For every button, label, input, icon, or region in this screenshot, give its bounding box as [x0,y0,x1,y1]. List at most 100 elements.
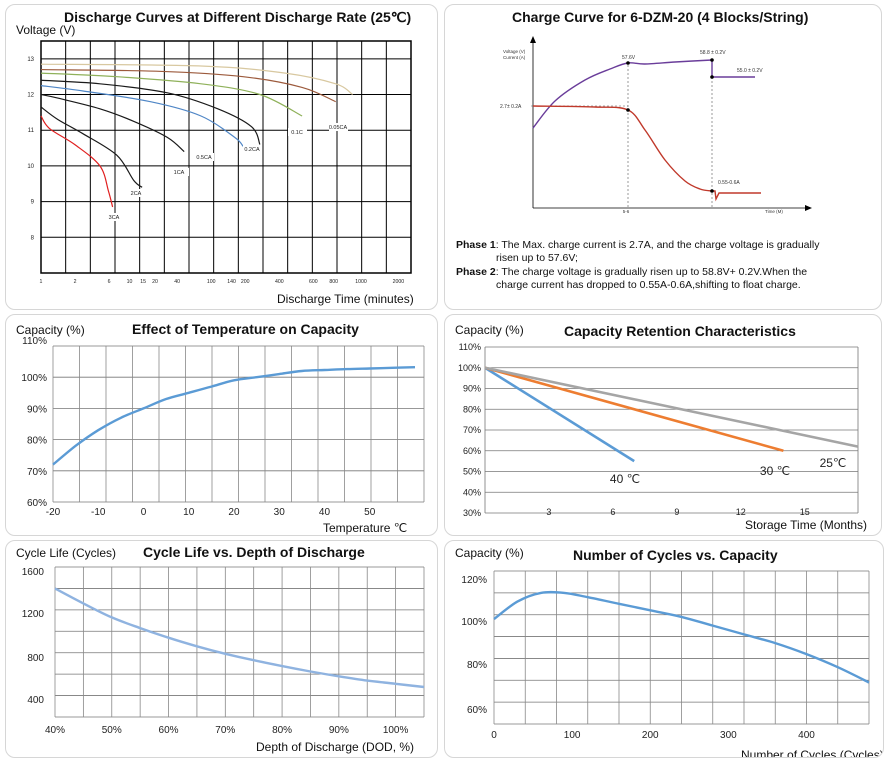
discharge-x-tick: 400 [275,279,284,285]
retention-x-tick: 15 [800,507,810,517]
charge-point-27 [626,108,630,112]
retention-y-tick: 90% [463,384,481,394]
retention-x-label: Storage Time (Months) [745,518,868,532]
charge-curve-panel: Charge Curve for 6-DZM-20 (4 Blocks/Stri… [444,4,882,310]
temp-y-tick: 100% [21,373,47,384]
charge-annot-550: 55.0 ± 0.2V [737,68,763,74]
discharge-curve-label: 0.05CA [329,125,348,131]
cycles-series-line [493,590,870,684]
temp-chart-title: Effect of Temperature on Capacity [132,321,359,337]
temperature-chart: 110% 100% 90% 80% 70% 60%-20 -10 0 10 20 30 40 50 [21,336,425,518]
cycle-x-label: Depth of Discharge (DOD, %) [256,740,415,754]
charge-current-float [712,190,761,202]
discharge-curve-label: 0.5CA [196,155,212,161]
discharge-x-tick: 1000 [355,279,367,285]
cycle-series-line [54,587,425,689]
discharge-series-1 [40,106,143,188]
retention-series-2 [484,366,859,448]
cycles-capacity-panel: Capacity (%) Number of Cycles vs. Capaci… [444,540,884,758]
discharge-curve-label-bg [195,153,214,161]
retention-y-tick: 30% [463,508,481,518]
temp-x-tick: -20 [46,507,61,518]
discharge-series-6 [40,68,336,103]
retention-x-tick: 9 [674,507,679,517]
temp-x-tick: 40 [319,507,331,518]
discharge-series-0 [40,115,114,208]
discharge-curve-label: 1CA [174,170,185,176]
cycles-y-tick: 80% [467,660,487,671]
charge-point-58 [710,58,714,62]
discharge-series-4 [40,79,261,145]
cycles-y-tick: 60% [467,705,487,716]
cycles-x-tick: 100 [564,730,581,741]
cycle-x-tick: 60% [159,725,179,736]
phase1-text-cont: risen up to 57.6V; [496,252,578,264]
temp-x-tick: -10 [91,507,106,518]
charge-chart: Voltage (V)Current (A) Time (M) 5-6 57.6V 58… [500,36,812,214]
discharge-curve-label: 0.2CA [244,147,260,153]
discharge-x-tick: 2000 [393,279,405,285]
discharge-y-tick: 13 [27,57,34,63]
charge-annot-055: 0.55-0.6A [718,180,740,186]
phase2-text-cont: charge current has dropped to 0.55A-0.6A… [496,279,801,291]
discharge-series-2 [40,93,185,153]
cycle-x-tick: 90% [329,725,349,736]
cycle-chart-title: Cycle Life vs. Depth of Discharge [143,544,365,560]
retention-x-tick: 12 [736,507,746,517]
discharge-curve-label-bg [127,189,146,197]
discharge-curve-label: 0.1C [291,130,303,136]
cycle-life-chart: 1600 1200 800 400 40% 50% 60% 70% 80% 90% 100% [22,566,425,736]
discharge-curves-panel: Discharge Curves at Different Discharge … [5,4,438,310]
charge-x-arrow [805,205,812,211]
cycle-y-tick: 400 [27,695,44,706]
discharge-series-3 [40,85,244,147]
discharge-y-tick: 12 [27,93,34,99]
charge-current-curve [532,105,713,192]
temp-x-tick: 30 [274,507,286,518]
discharge-x-tick: 10 [127,279,133,285]
retention-y-tick: 50% [463,467,481,477]
discharge-x-tick: 100 [207,279,216,285]
temp-y-tick: 90% [27,404,47,415]
discharge-x-tick: 1 [40,279,43,285]
cycle-x-tick: 50% [102,725,122,736]
retention-series-label: 25℃ [820,456,847,470]
cycles-y-tick: 100% [461,617,487,628]
retention-series-label: 40 ℃ [610,472,640,486]
charge-point-055 [710,189,714,193]
charge-chart-title: Charge Curve for 6-DZM-20 (4 Blocks/Stri… [512,9,809,25]
charge-point-55 [710,75,714,79]
charge-y-label-curr: Current (A) [503,55,526,60]
retention-y-tick: 80% [463,404,481,414]
phase1-text: Phase 1: The Max. charge current is 2.7A… [456,239,819,253]
temperature-capacity-panel: Capacity (%) Effect of Temperature on Ca… [5,314,438,536]
cycles-x-label: Number of Cycles (Cycles) [741,748,884,758]
retention-y-tick: 100% [458,363,481,373]
charge-time-label: 5-6 [623,209,630,214]
phase2-desc: : The charge voltage is gradually risen … [495,266,808,278]
temp-x-tick: 10 [183,507,195,518]
cycle-x-tick: 80% [272,725,292,736]
discharge-x-tick: 6 [108,279,111,285]
temp-x-tick: 0 [141,507,147,518]
phase1-desc: : The Max. charge current is 2.7A, and t… [495,239,820,251]
discharge-x-tick: 20 [152,279,158,285]
cycles-x-tick: 200 [642,730,659,741]
discharge-y-tick: 10 [27,164,34,170]
cycles-chart-title: Number of Cycles vs. Capacity [573,547,778,563]
cycle-y-tick: 1200 [22,609,45,620]
discharge-x-tick: 200 [241,279,250,285]
temp-x-tick: 50 [364,507,376,518]
charge-annot-588: 58.8 ± 0.2V [700,50,726,56]
temp-x-label: Temperature ℃ [323,521,408,535]
charge-x-label: Time (M) [765,209,783,214]
capacity-retention-panel: Capacity (%) Capacity Retention Characte… [444,314,882,536]
temp-x-tick: 20 [228,507,240,518]
retention-series-label: 30 ℃ [760,464,790,478]
discharge-curve-label-bg [243,145,262,153]
retention-chart: 110% 100% 90% 80% 70% 60% 50% 40% 30% 3 6 9 12 15 40 ℃… [458,342,859,518]
discharge-chart-title: Discharge Curves at Different Discharge … [64,9,412,25]
cycles-x-tick: 0 [491,730,497,741]
retention-chart-title: Capacity Retention Characteristics [564,323,796,339]
discharge-x-label: Discharge Time (minutes) [277,292,414,306]
